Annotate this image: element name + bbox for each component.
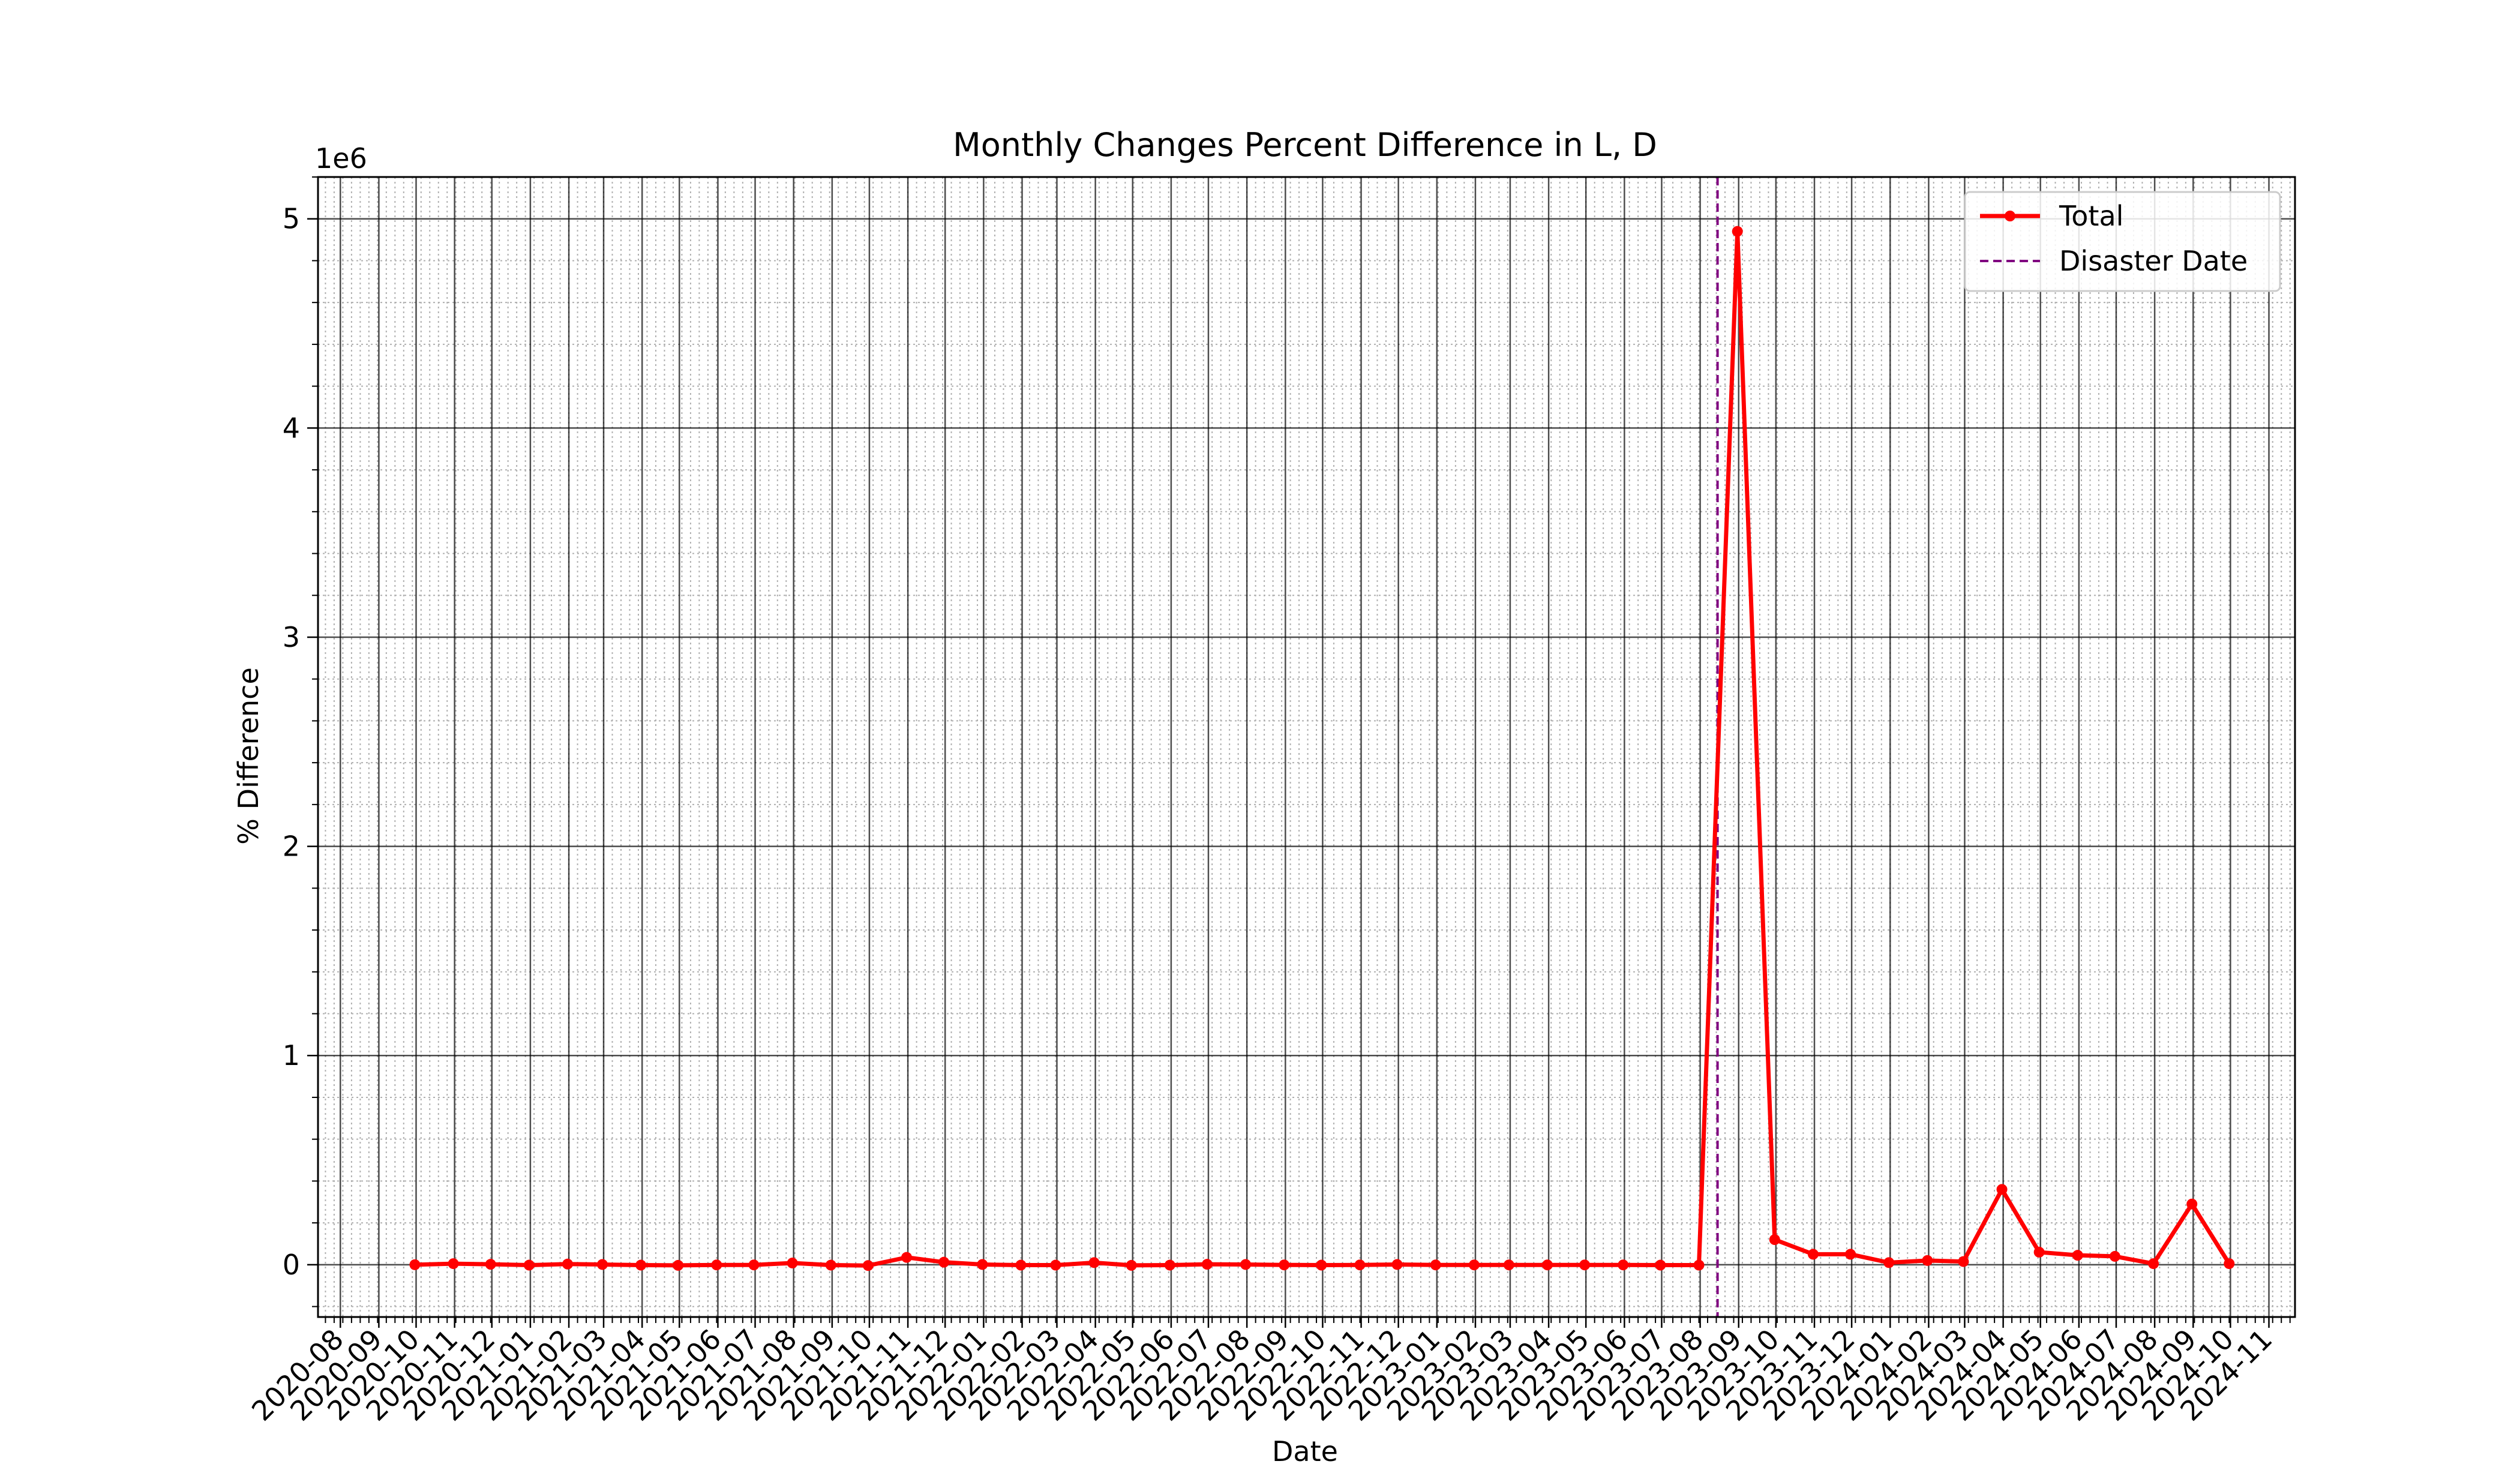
y-axis: 0 1 2 3 4 5 xyxy=(283,176,318,1307)
total-data-point xyxy=(1164,1259,1175,1271)
total-data-point xyxy=(825,1259,836,1271)
total-data-point xyxy=(1088,1257,1100,1268)
total-data-point xyxy=(1050,1259,1061,1271)
total-data-point xyxy=(1769,1234,1780,1246)
y-tick-label: 0 xyxy=(283,1249,300,1281)
y-offset-label: 1e6 xyxy=(315,142,367,175)
y-tick-label: 2 xyxy=(283,830,300,863)
total-data-point xyxy=(1883,1257,1895,1268)
total-data-point xyxy=(2186,1198,2198,1210)
y-axis-label: % Difference xyxy=(232,667,265,844)
total-data-point xyxy=(448,1258,459,1270)
total-data-point xyxy=(1693,1259,1705,1271)
total-data-point xyxy=(1391,1259,1403,1270)
total-data-point xyxy=(562,1258,574,1270)
x-axis: 2020-082020-092020-102020-112020-122021-… xyxy=(245,1317,2291,1427)
y-tick-label: 4 xyxy=(283,412,300,444)
total-data-point xyxy=(1618,1259,1629,1271)
grid-layer xyxy=(318,176,2295,1317)
total-data-point xyxy=(1240,1259,1252,1270)
total-data-point xyxy=(2109,1250,2120,1262)
total-data-point xyxy=(1996,1184,2008,1195)
total-data-point xyxy=(673,1259,684,1271)
legend: Total Disaster Date xyxy=(1964,191,2281,292)
total-data-point xyxy=(1922,1255,1933,1266)
total-data-point xyxy=(1655,1259,1666,1271)
y-tick-label: 1 xyxy=(283,1039,300,1072)
total-data-point xyxy=(1732,226,1743,237)
total-data-point xyxy=(901,1252,913,1263)
total-data-point xyxy=(523,1259,535,1271)
total-data-point xyxy=(2033,1246,2045,1258)
x-axis-label: Date xyxy=(1272,1435,1338,1468)
chart-title: Monthly Changes Percent Difference in L,… xyxy=(953,126,1657,164)
total-data-point xyxy=(1354,1259,1366,1271)
total-data-point xyxy=(1579,1259,1591,1271)
total-data-point xyxy=(485,1259,496,1270)
total-data-point xyxy=(1958,1256,1969,1267)
total-data-point xyxy=(2148,1258,2159,1270)
total-data-point xyxy=(2224,1258,2235,1270)
plot-frame xyxy=(317,176,2296,1318)
series-layer xyxy=(409,226,2235,1271)
total-data-point xyxy=(1542,1259,1553,1271)
y-tick-label: 5 xyxy=(283,203,300,235)
legend-box xyxy=(1964,191,2281,292)
total-data-point xyxy=(1126,1259,1137,1271)
total-data-point xyxy=(635,1259,647,1271)
total-data-point xyxy=(977,1259,988,1270)
total-data-point xyxy=(862,1260,874,1271)
total-data-point xyxy=(787,1258,798,1269)
legend-total-label: Total xyxy=(2059,200,2123,232)
legend-total-marker xyxy=(2005,211,2015,221)
total-data-point xyxy=(2072,1250,2083,1261)
total-data-point xyxy=(1807,1249,1819,1260)
legend-disaster-label: Disaster Date xyxy=(2059,245,2248,277)
total-data-point xyxy=(1316,1259,1327,1271)
total-data-point xyxy=(1468,1259,1480,1271)
total-data-point xyxy=(938,1256,950,1268)
total-data-point xyxy=(748,1259,760,1271)
total-data-point xyxy=(1430,1259,1441,1271)
total-data-point xyxy=(596,1259,608,1270)
total-data-point xyxy=(1015,1259,1027,1271)
total-data-point xyxy=(1503,1259,1514,1271)
y-tick-label: 3 xyxy=(283,621,300,653)
total-data-point xyxy=(1279,1259,1290,1271)
total-data-point xyxy=(1201,1259,1213,1270)
total-data-point xyxy=(409,1259,421,1270)
total-data-point xyxy=(711,1259,722,1271)
total-data-point xyxy=(1845,1249,1856,1260)
